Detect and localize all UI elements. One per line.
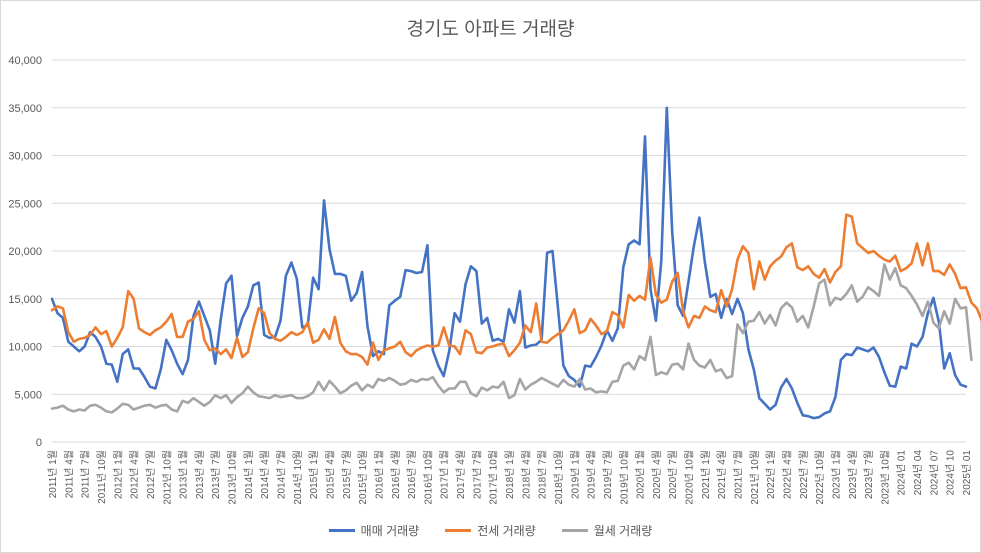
x-tick-label: 2012년 10월 [161,450,173,505]
x-tick-label: 2023년 7월 [863,450,875,499]
x-tick-label: 2023년 10월 [879,450,891,505]
legend-swatch-jeonse [445,529,472,532]
x-tick-label: 2018년 4월 [520,450,532,499]
series-line-0 [50,106,968,420]
x-tick-label: 2024년 07 [928,450,940,496]
x-tick-label: 2024년 01 [896,450,908,496]
x-tick-label: 2022년 4월 [781,450,793,499]
legend-label-sale: 매매 거래량 [360,524,420,538]
x-tick-label: 2015년 1월 [308,450,320,499]
legend-label-monthly-rent: 월세 거래량 [593,524,653,538]
x-tick-label: 2018년 7월 [537,450,549,499]
x-tick-label: 2014년 7월 [276,450,288,499]
x-tick-label: 2022년 1월 [765,450,777,499]
y-tick-label: 25,000 [8,198,42,210]
x-tick-label: 2015년 10월 [357,450,369,505]
x-tick-label: 2018년 1월 [504,450,516,499]
x-tick-label: 2021년 4월 [716,450,728,499]
x-tick-label: 2017년 4월 [455,450,467,499]
x-axis: 2011년 1월 2011년 4월 2011년 7월 2011년 10월 2012년 1… [47,450,973,505]
x-tick-label: 2018년 10월 [553,450,565,505]
x-tick-label: 2011년 1월 [47,450,59,498]
x-tick-label: 2014년 10월 [292,450,304,505]
x-tick-label: 2021년 10월 [749,450,761,505]
x-tick-label: 2012년 4월 [129,450,141,499]
x-tick-label: 2013년 1월 [178,450,190,499]
series-line-2 [50,263,973,414]
x-tick-label: 2017년 10월 [488,450,500,505]
legend-item-monthly-rent: 월세 거래량 [561,522,653,539]
y-tick-label: 35,000 [8,103,42,115]
legend-swatch-monthly-rent [561,529,588,532]
x-tick-label: 2012년 7월 [145,450,157,499]
x-tick-label: 2020년 10월 [684,450,696,505]
x-tick-label: 2021년 1월 [700,450,712,499]
x-tick-label: 2024년 10 [945,450,957,496]
y-tick-label: 0 [36,437,42,449]
series-line-1 [50,213,981,366]
legend-item-sale: 매매 거래량 [328,522,420,539]
x-tick-label: 2019년 4월 [586,450,598,499]
x-tick-label: 2023년 1월 [830,450,842,499]
y-tick-label: 40,000 [8,55,42,67]
y-tick-label: 10,000 [8,342,42,354]
x-tick-label: 2016년 10월 [422,450,434,505]
legend-label-jeonse: 전세 거래량 [477,524,536,538]
x-tick-label: 2016년 7월 [406,450,418,499]
x-tick-label: 2022년 10월 [814,450,826,505]
y-tick-label: 30,000 [8,151,42,163]
x-tick-label: 2011년 4월 [63,450,75,498]
x-tick-label: 2019년 10월 [618,450,630,505]
x-tick-label: 2020년 4월 [651,450,663,499]
x-tick-label: 2022년 7월 [798,450,810,499]
x-tick-label: 2014년 4월 [259,450,271,499]
x-tick-label: 2014년 1월 [243,450,255,499]
x-tick-label: 2021년 7월 [733,450,745,499]
x-tick-label: 2017년 7월 [471,450,483,499]
x-tick-label: 2023년 4월 [847,450,859,499]
x-tick-label: 2016년 1월 [373,450,385,499]
series-lines [50,106,981,420]
legend-item-jeonse: 전세 거래량 [445,522,536,539]
y-tick-label: 15,000 [8,294,42,306]
y-axis: 0 5,000 10,000 15,000 20,000 25,000 30,000 35,0… [8,55,42,449]
x-tick-label: 2015년 7월 [341,450,353,499]
x-tick-label: 2013년 4월 [194,450,206,499]
chart-title: 경기도 아파트 거래량 [406,19,575,40]
y-tick-label: 5,000 [14,389,42,401]
x-tick-label: 2012년 1월 [112,450,124,499]
x-tick-label: 2011년 10월 [96,450,108,504]
x-tick-label: 2016년 4월 [390,450,402,499]
x-tick-label: 2019년 1월 [569,450,581,499]
x-tick-label: 2013년 7월 [210,450,222,499]
x-tick-label: 2020년 1월 [635,450,647,499]
x-tick-label: 2013년 10월 [227,450,239,505]
x-tick-label: 2011년 7월 [80,450,92,498]
x-tick-label: 2019년 7월 [602,450,614,499]
legend: 매매 거래량 전세 거래량 월세 거래량 [0,522,981,539]
x-tick-label: 2024년 04 [912,450,924,496]
y-tick-label: 20,000 [8,246,42,258]
x-tick-label: 2017년 1월 [439,450,451,499]
x-tick-label: 2025년 01 [961,450,973,496]
x-tick-label: 2020년 7월 [667,450,679,499]
gridlines [52,59,966,443]
legend-swatch-sale [328,529,355,532]
x-tick-label: 2015년 4월 [324,450,336,499]
